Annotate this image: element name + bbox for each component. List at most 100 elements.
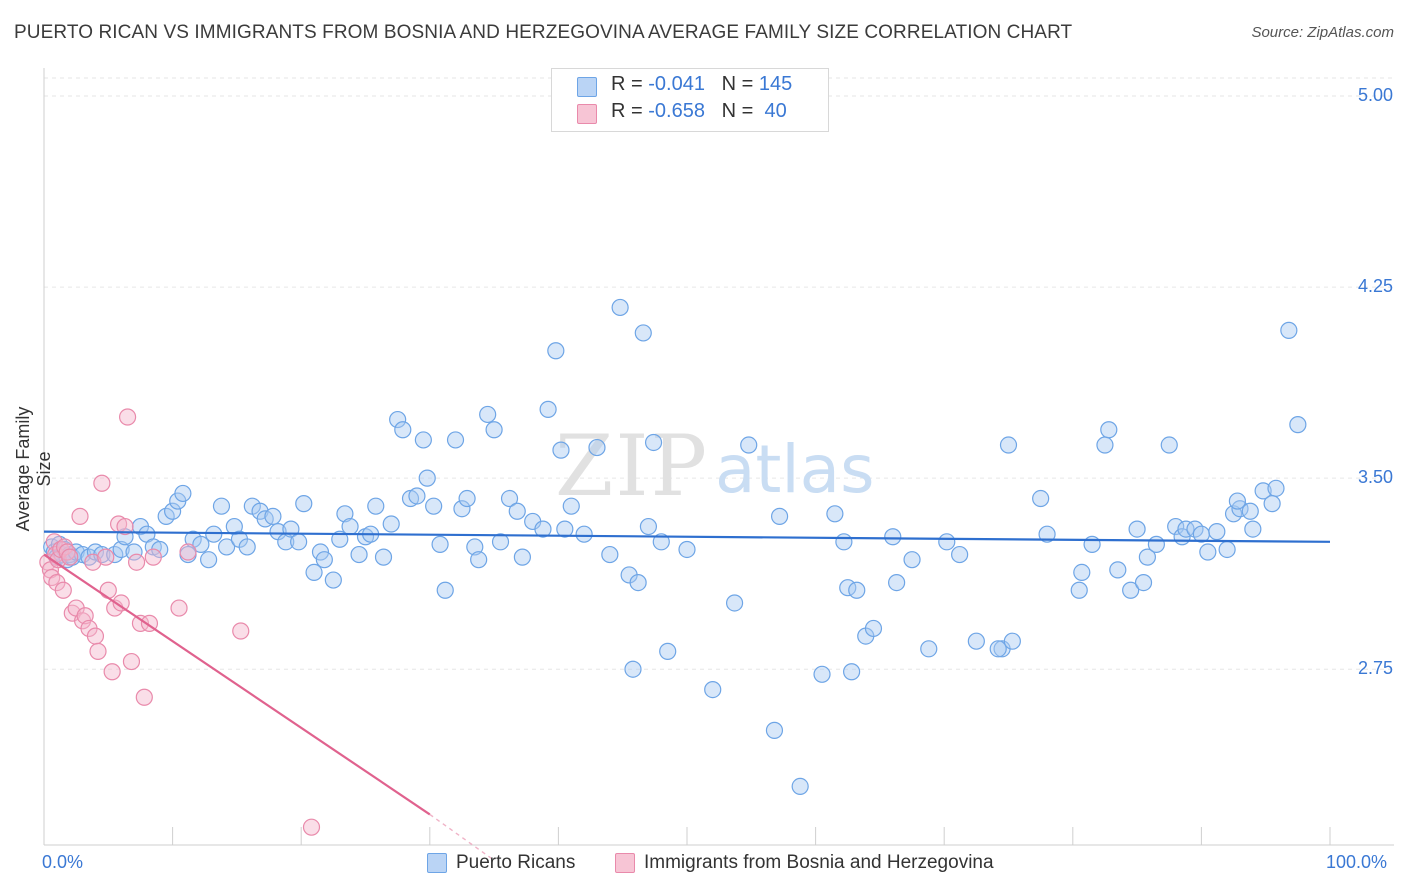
- point-bosnia: [89, 642, 107, 660]
- point-puerto-rican: [1003, 632, 1021, 650]
- point-bosnia: [112, 594, 130, 612]
- legend-r-label: R =: [611, 73, 643, 95]
- point-bosnia: [118, 408, 137, 426]
- point-puerto-rican: [1263, 495, 1281, 513]
- legend-text: R = -0.041 N = 145: [611, 73, 792, 96]
- y-tick-label: 3.50: [1357, 467, 1393, 488]
- point-puerto-rican: [1109, 561, 1127, 579]
- point-bosnia: [99, 581, 117, 599]
- point-puerto-rican: [1122, 581, 1140, 599]
- point-puerto-rican: [791, 777, 809, 796]
- point-puerto-rican: [491, 533, 510, 551]
- point-bosnia: [127, 553, 146, 571]
- point-puerto-rican: [1128, 520, 1146, 538]
- watermark-atlas: atlas: [715, 431, 875, 508]
- point-puerto-rican: [1083, 535, 1101, 553]
- point-puerto-rican: [725, 594, 744, 612]
- axes: [43, 68, 1394, 846]
- point-puerto-rican: [218, 538, 236, 556]
- point-puerto-rican: [414, 431, 432, 449]
- point-puerto-rican: [1160, 436, 1178, 454]
- point-puerto-rican: [1073, 563, 1091, 582]
- point-puerto-rican: [436, 581, 454, 599]
- bottom-legend-swatch-blue: [427, 853, 447, 873]
- y-axis-label: Average Family Size: [13, 406, 54, 532]
- point-puerto-rican: [290, 533, 308, 551]
- point-puerto-rican: [588, 438, 606, 457]
- point-puerto-rican: [1070, 581, 1088, 599]
- legend-n-value: 40: [764, 100, 787, 122]
- trend-lines: [43, 530, 1331, 861]
- legend-r-value: -0.658: [648, 100, 705, 122]
- point-puerto-rican: [611, 298, 629, 317]
- bottom-legend-label: Puerto Ricans: [456, 852, 576, 873]
- point-bosnia: [103, 663, 121, 681]
- point-puerto-rican: [864, 619, 883, 638]
- point-bosnia: [97, 548, 115, 566]
- point-puerto-rican: [534, 520, 552, 538]
- legend-n-value: 145: [758, 73, 793, 95]
- point-puerto-rican: [305, 563, 323, 582]
- legend-swatch-blue: [577, 77, 597, 97]
- point-puerto-rican: [1228, 492, 1247, 510]
- x-tick-label-right: 100.0%: [1326, 852, 1388, 872]
- point-puerto-rican: [470, 551, 488, 569]
- point-puerto-rican: [1267, 479, 1285, 497]
- point-puerto-rican: [513, 548, 531, 566]
- legend-r-value: -0.041: [648, 73, 705, 95]
- point-puerto-rican: [562, 497, 580, 515]
- point-puerto-rican: [192, 535, 210, 553]
- point-bosnia: [54, 581, 72, 599]
- point-puerto-rican: [125, 543, 143, 561]
- point-puerto-rican: [350, 545, 368, 564]
- series-bosnia: [39, 408, 321, 836]
- point-bosnia: [170, 599, 188, 617]
- point-puerto-rican: [431, 535, 449, 553]
- point-puerto-rican: [264, 507, 282, 525]
- point-puerto-rican: [315, 551, 333, 569]
- point-puerto-rican: [547, 342, 565, 360]
- point-puerto-rican: [453, 500, 471, 518]
- point-puerto-rican: [659, 642, 677, 660]
- legend-r-label: R =: [611, 100, 643, 122]
- point-puerto-rican: [408, 487, 426, 505]
- point-puerto-rican: [225, 517, 243, 536]
- legend-n-label: N =: [721, 100, 754, 122]
- trend-line-bosnia-extension: [429, 813, 495, 861]
- point-puerto-rican: [1289, 416, 1307, 434]
- point-bosnia: [93, 474, 111, 492]
- point-puerto-rican: [843, 663, 861, 681]
- point-puerto-rican: [341, 517, 359, 536]
- point-puerto-rican: [629, 573, 647, 592]
- point-puerto-rican: [903, 551, 921, 569]
- point-puerto-rican: [556, 520, 574, 538]
- point-puerto-rican: [1218, 540, 1236, 559]
- point-puerto-rican: [704, 680, 722, 699]
- source-label: Source: ZipAtlas.com: [1251, 24, 1394, 41]
- grid-lines: [44, 77, 1394, 670]
- point-puerto-rican: [367, 497, 385, 515]
- point-puerto-rican: [466, 538, 484, 556]
- point-puerto-rican: [382, 515, 400, 533]
- series-puerto-ricans: [43, 298, 1307, 796]
- point-puerto-rican: [508, 502, 526, 520]
- point-bosnia: [144, 548, 162, 566]
- point-puerto-rican: [374, 548, 393, 566]
- point-puerto-rican: [575, 525, 593, 543]
- point-bosnia: [43, 568, 61, 587]
- point-puerto-rican: [888, 573, 906, 592]
- point-puerto-rican: [938, 533, 956, 551]
- point-bosnia: [61, 548, 79, 566]
- point-puerto-rican: [1208, 523, 1226, 541]
- legend-swatch-pink: [577, 104, 597, 124]
- point-puerto-rican: [835, 533, 853, 551]
- point-puerto-rican: [826, 505, 844, 523]
- point-puerto-rican: [644, 433, 663, 452]
- chart-title: PUERTO RICAN VS IMMIGRANTS FROM BOSNIA A…: [14, 22, 1073, 43]
- point-puerto-rican: [951, 545, 969, 564]
- point-puerto-rican: [479, 405, 497, 424]
- point-puerto-rican: [389, 410, 407, 429]
- point-puerto-rican: [1199, 543, 1217, 561]
- point-puerto-rican: [458, 489, 476, 508]
